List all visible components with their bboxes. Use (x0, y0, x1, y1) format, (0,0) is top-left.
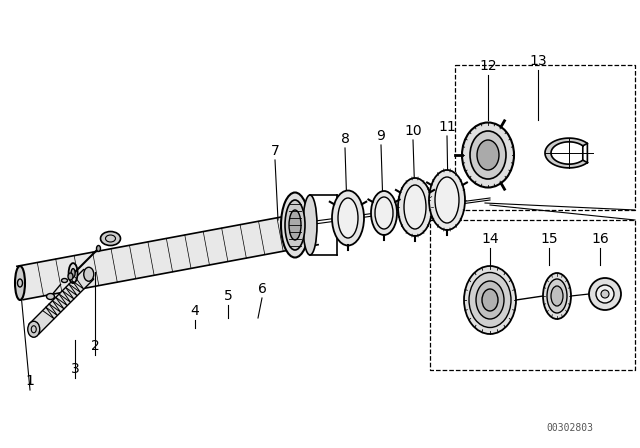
Text: 10: 10 (404, 124, 422, 138)
Ellipse shape (285, 200, 305, 250)
Ellipse shape (61, 279, 67, 283)
Text: 1: 1 (26, 374, 35, 388)
Text: 12: 12 (479, 59, 497, 73)
Ellipse shape (100, 232, 120, 246)
Text: 16: 16 (591, 232, 609, 246)
Ellipse shape (71, 269, 75, 278)
Text: 11: 11 (438, 120, 456, 134)
Ellipse shape (289, 210, 301, 240)
Polygon shape (17, 211, 318, 300)
Text: 00302803: 00302803 (547, 423, 593, 433)
Ellipse shape (398, 178, 432, 236)
Ellipse shape (28, 321, 40, 337)
Ellipse shape (68, 263, 77, 283)
Ellipse shape (469, 272, 511, 327)
Ellipse shape (543, 273, 571, 319)
Ellipse shape (375, 197, 393, 229)
Polygon shape (29, 269, 93, 334)
Circle shape (601, 290, 609, 298)
Ellipse shape (482, 289, 498, 311)
Ellipse shape (68, 273, 73, 280)
Ellipse shape (338, 198, 358, 238)
Ellipse shape (47, 293, 54, 300)
Text: 6: 6 (257, 282, 266, 296)
Ellipse shape (477, 140, 499, 170)
Ellipse shape (404, 185, 426, 229)
Ellipse shape (15, 266, 25, 300)
Text: 9: 9 (376, 129, 385, 143)
Text: 3: 3 (70, 362, 79, 376)
Ellipse shape (84, 267, 93, 281)
Ellipse shape (429, 170, 465, 230)
Text: 13: 13 (529, 54, 547, 68)
Ellipse shape (371, 191, 397, 235)
Ellipse shape (547, 279, 567, 313)
Polygon shape (545, 138, 588, 168)
Ellipse shape (303, 195, 317, 255)
Ellipse shape (464, 266, 516, 334)
Circle shape (596, 285, 614, 303)
Ellipse shape (97, 246, 100, 251)
Text: 15: 15 (540, 232, 558, 246)
Ellipse shape (281, 193, 309, 258)
Text: 7: 7 (271, 144, 280, 158)
Text: 5: 5 (223, 289, 232, 303)
Ellipse shape (435, 177, 459, 223)
Ellipse shape (476, 281, 504, 319)
Text: 2: 2 (91, 339, 99, 353)
Text: 4: 4 (191, 304, 200, 318)
Ellipse shape (332, 190, 364, 246)
Text: 8: 8 (340, 132, 349, 146)
Ellipse shape (551, 286, 563, 306)
Ellipse shape (462, 122, 514, 188)
Text: 14: 14 (481, 232, 499, 246)
Circle shape (589, 278, 621, 310)
Ellipse shape (470, 131, 506, 179)
